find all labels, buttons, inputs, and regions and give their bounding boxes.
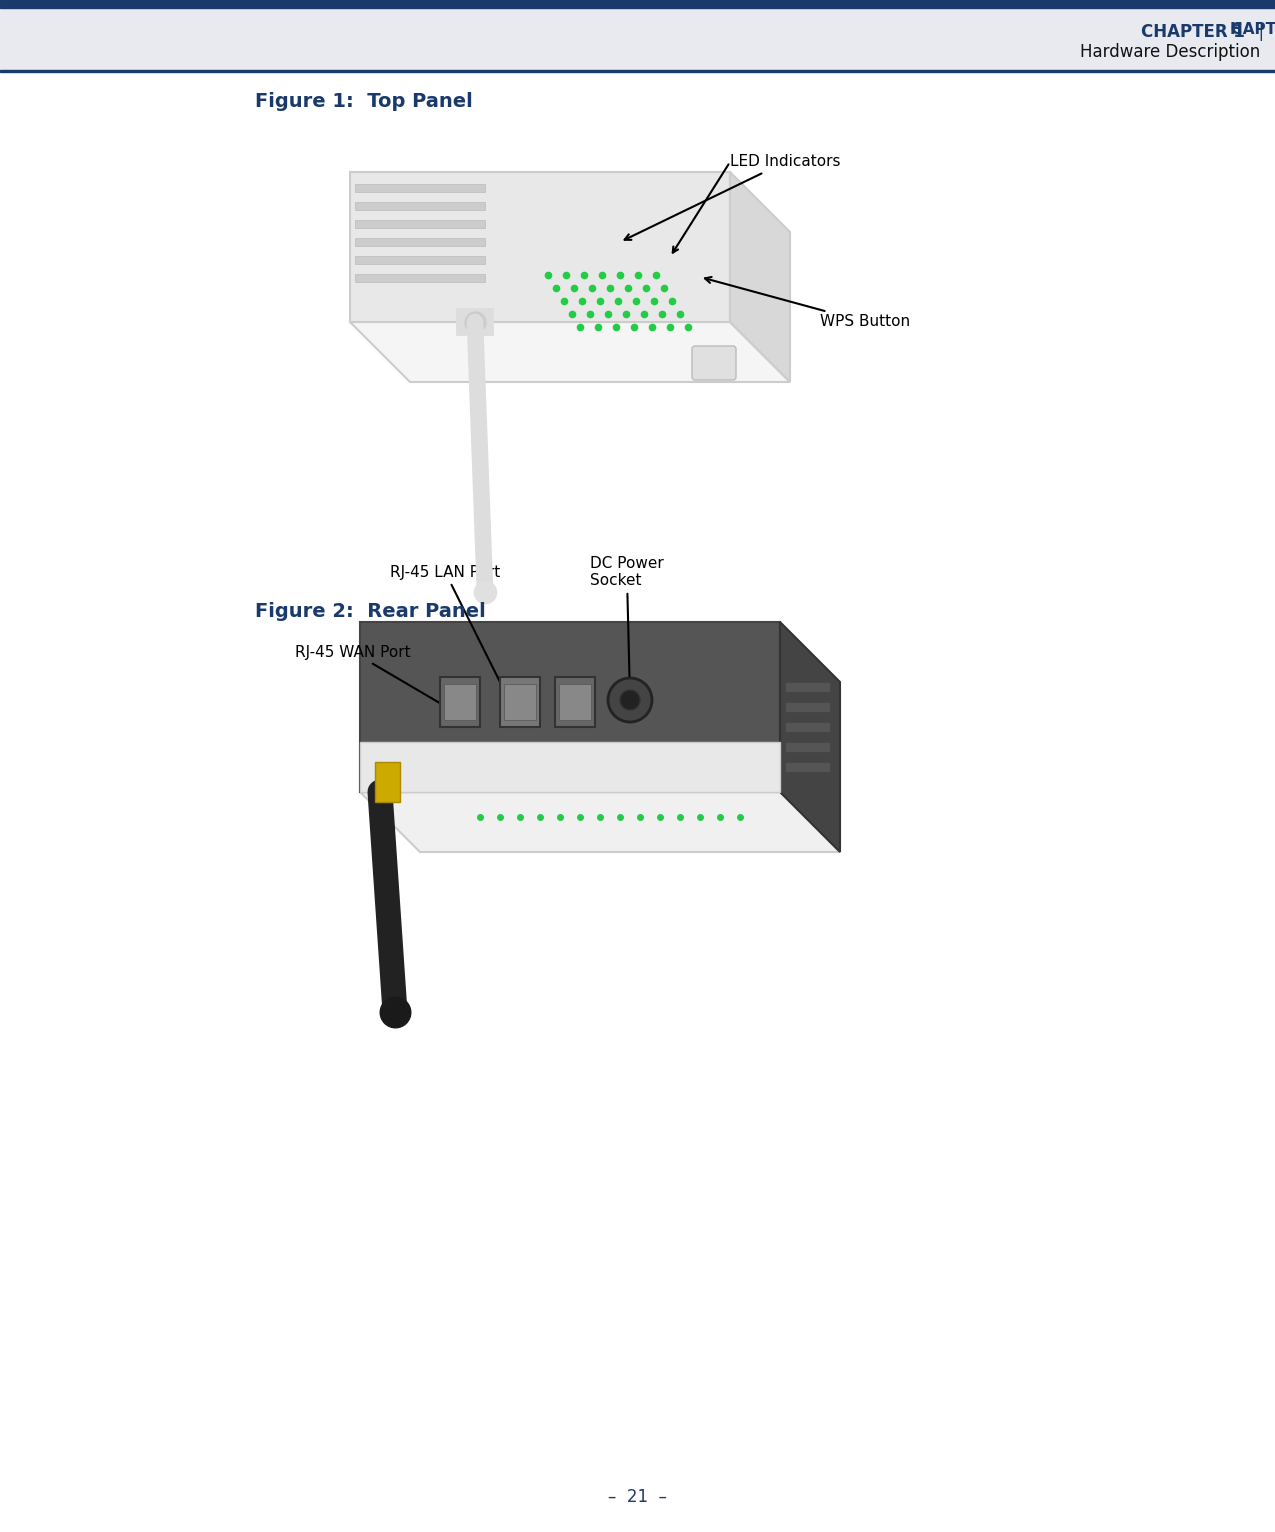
Text: RJ-45 LAN Port: RJ-45 LAN Port xyxy=(390,564,507,697)
Bar xyxy=(500,677,541,728)
Polygon shape xyxy=(731,172,790,381)
Circle shape xyxy=(608,679,652,722)
Text: CHAPTER 1: CHAPTER 1 xyxy=(1141,23,1244,41)
Polygon shape xyxy=(360,792,840,852)
Text: RJ-45 WAN Port: RJ-45 WAN Port xyxy=(295,645,450,709)
Polygon shape xyxy=(351,172,731,322)
Bar xyxy=(504,683,536,720)
Bar xyxy=(354,202,484,210)
Text: Figure 1:  Top Panel: Figure 1: Top Panel xyxy=(255,92,473,110)
Bar xyxy=(0,8,1275,70)
Text: HAPTER 1: HAPTER 1 xyxy=(1230,23,1275,37)
Bar xyxy=(558,683,592,720)
Polygon shape xyxy=(360,741,780,792)
Text: LED Indicators: LED Indicators xyxy=(625,155,840,241)
Polygon shape xyxy=(780,622,840,852)
Text: WPS Button: WPS Button xyxy=(705,277,910,329)
Text: |  Introduction: | Introduction xyxy=(1248,23,1275,41)
Bar xyxy=(354,274,484,282)
Text: –  21  –: – 21 – xyxy=(607,1488,667,1506)
Bar xyxy=(555,677,595,728)
Text: Hardware Description: Hardware Description xyxy=(1080,43,1260,61)
Bar xyxy=(375,761,400,801)
Bar xyxy=(785,702,830,712)
Bar xyxy=(354,256,484,264)
Bar xyxy=(0,70,1275,72)
Text: DC Power
Socket: DC Power Socket xyxy=(590,556,664,692)
Circle shape xyxy=(620,689,640,709)
Bar xyxy=(354,221,484,228)
Polygon shape xyxy=(351,322,790,381)
Bar xyxy=(440,677,479,728)
Polygon shape xyxy=(360,622,780,792)
Text: C: C xyxy=(1230,23,1241,37)
Bar xyxy=(785,761,830,772)
Text: Figure 2:  Rear Panel: Figure 2: Rear Panel xyxy=(255,602,486,620)
Bar xyxy=(785,722,830,732)
Bar xyxy=(785,741,830,752)
Bar xyxy=(354,184,484,192)
Bar xyxy=(0,0,1275,8)
Bar xyxy=(444,683,476,720)
FancyBboxPatch shape xyxy=(692,346,736,380)
Bar xyxy=(354,237,484,247)
Bar xyxy=(785,682,830,692)
